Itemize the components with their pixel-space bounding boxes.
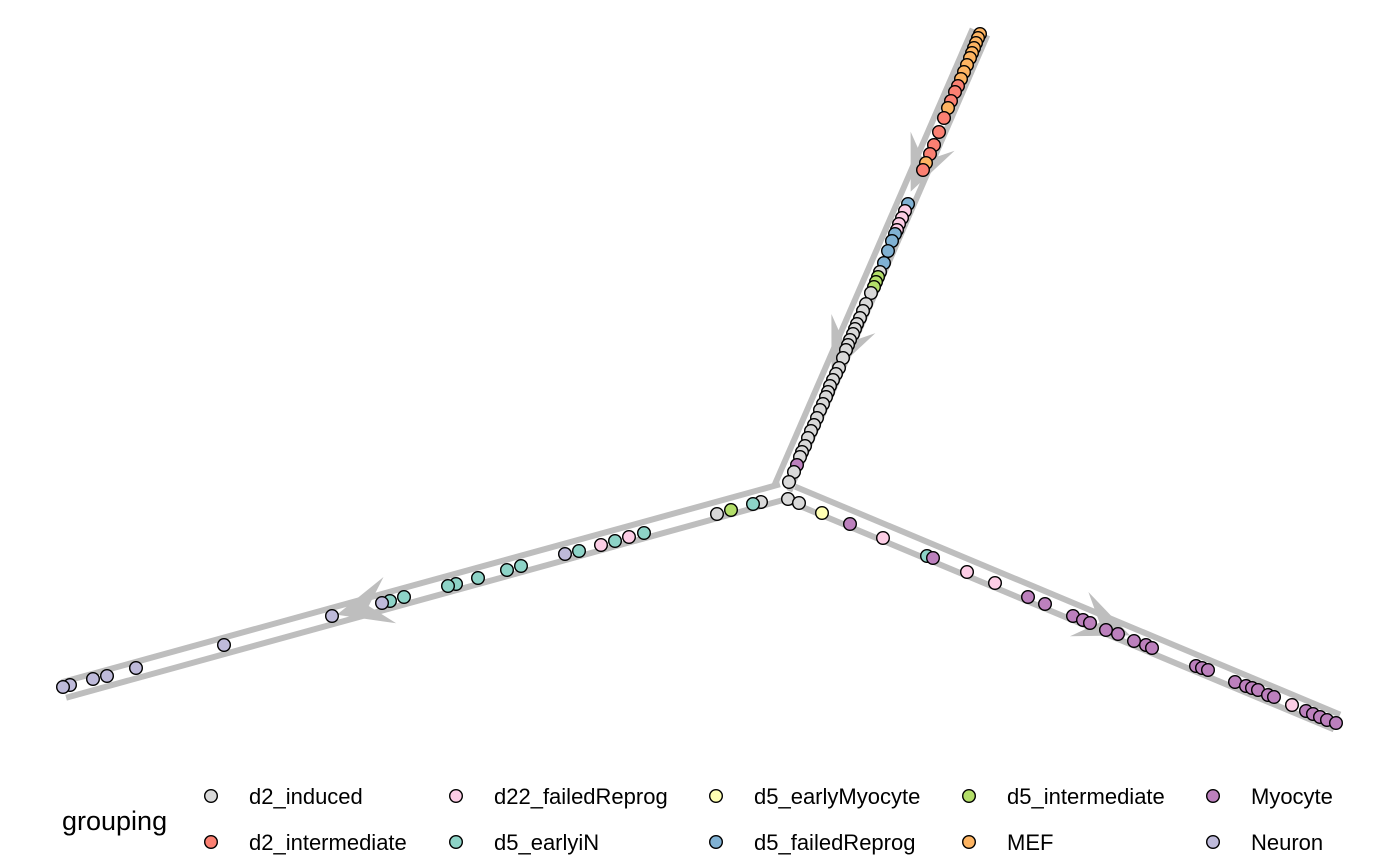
cell-point bbox=[85, 672, 100, 687]
cell-point bbox=[325, 609, 340, 624]
legend-swatch bbox=[449, 835, 464, 850]
legend-entry: d2_induced bbox=[203, 784, 363, 809]
cell-point bbox=[622, 530, 637, 545]
legend-entries: d2_induced d2_intermediate d22_failedRepro… bbox=[203, 784, 1333, 855]
cell-point bbox=[1284, 698, 1299, 713]
legend-label: Myocyte bbox=[1251, 784, 1333, 809]
legend-entry: d5_earlyMyocyte bbox=[709, 784, 920, 809]
legend-swatch bbox=[203, 789, 218, 804]
trajectory-arrow bbox=[1069, 592, 1130, 637]
cell-point bbox=[1328, 716, 1343, 731]
legend-swatch bbox=[709, 789, 724, 804]
legend-entry: Myocyte bbox=[1205, 784, 1333, 809]
legend-swatch bbox=[962, 789, 977, 804]
cell-point bbox=[926, 551, 941, 566]
cell-points bbox=[56, 27, 1343, 731]
trajectory-edge-line bbox=[771, 27, 976, 487]
legend-entry: Neuron bbox=[1205, 830, 1323, 855]
legend-entry: MEF bbox=[962, 830, 1053, 855]
cell-point bbox=[572, 544, 587, 559]
cell-point bbox=[724, 503, 739, 518]
cell-point bbox=[932, 124, 947, 139]
cell-point bbox=[558, 547, 573, 562]
legend-label: d5_intermediate bbox=[1007, 784, 1165, 809]
legend-swatch bbox=[962, 835, 977, 850]
cell-point bbox=[216, 638, 231, 653]
cell-point bbox=[594, 538, 609, 553]
legend-label: d2_intermediate bbox=[249, 830, 407, 855]
cell-point bbox=[1126, 634, 1141, 649]
cell-point bbox=[843, 517, 858, 532]
cell-point bbox=[441, 579, 456, 594]
trajectory-edges bbox=[61, 27, 1342, 733]
trajectory-edge-line bbox=[65, 496, 785, 701]
legend-swatch bbox=[709, 835, 724, 850]
legend-entry: d5_failedReprog bbox=[709, 830, 915, 855]
cell-point bbox=[792, 496, 807, 511]
cell-point bbox=[471, 571, 486, 586]
cell-point bbox=[960, 565, 975, 580]
legend-label: MEF bbox=[1007, 830, 1053, 855]
trajectory-edge-line bbox=[787, 498, 1336, 733]
cell-point bbox=[128, 661, 143, 676]
legend-label: d5_earlyiN bbox=[494, 830, 599, 855]
legend-entry: d2_intermediate bbox=[203, 830, 407, 855]
legend: grouping d2_induced d2_intermediate d22_fa… bbox=[62, 784, 1333, 855]
legend-swatch bbox=[1205, 835, 1220, 850]
trajectory-arrows bbox=[336, 131, 1130, 637]
cell-point bbox=[397, 590, 412, 605]
trajectory-arrow bbox=[336, 577, 397, 624]
cell-point bbox=[1082, 616, 1097, 631]
legend-label: d2_induced bbox=[249, 784, 363, 809]
cell-point bbox=[514, 559, 529, 574]
legend-label: Neuron bbox=[1251, 830, 1323, 855]
legend-label: d5_failedReprog bbox=[754, 830, 915, 855]
legend-swatch bbox=[449, 789, 464, 804]
cell-point bbox=[988, 576, 1003, 591]
legend-entry: d5_earlyiN bbox=[449, 830, 599, 855]
cell-point bbox=[637, 526, 652, 541]
cell-point bbox=[916, 162, 931, 177]
cell-point bbox=[815, 506, 830, 521]
cell-point bbox=[1110, 627, 1125, 642]
cell-point bbox=[782, 475, 797, 490]
legend-title: grouping bbox=[62, 806, 167, 836]
cell-point bbox=[937, 110, 952, 125]
cell-point bbox=[375, 596, 390, 611]
cell-point bbox=[500, 563, 515, 578]
legend-swatch bbox=[203, 835, 218, 850]
cell-point bbox=[1098, 623, 1113, 638]
cell-point bbox=[1266, 690, 1281, 705]
cell-point bbox=[99, 669, 114, 684]
cell-point bbox=[608, 534, 623, 549]
legend-entry: d22_failedReprog bbox=[449, 784, 668, 809]
cell-point bbox=[1021, 590, 1036, 605]
cell-point bbox=[1200, 663, 1215, 678]
cell-point bbox=[746, 497, 761, 512]
cell-point bbox=[56, 680, 71, 695]
legend-swatch bbox=[1205, 789, 1220, 804]
cell-point bbox=[881, 243, 896, 258]
cell-point bbox=[1144, 641, 1159, 656]
cell-point bbox=[710, 507, 725, 522]
cell-point bbox=[1037, 597, 1052, 612]
legend-label: d22_failedReprog bbox=[494, 784, 668, 809]
legend-entry: d5_intermediate bbox=[962, 784, 1165, 809]
trajectory-edge-line bbox=[61, 481, 781, 686]
trajectory-edge-line bbox=[793, 483, 1342, 718]
cell-point bbox=[876, 531, 891, 546]
legend-label: d5_earlyMyocyte bbox=[754, 784, 920, 809]
